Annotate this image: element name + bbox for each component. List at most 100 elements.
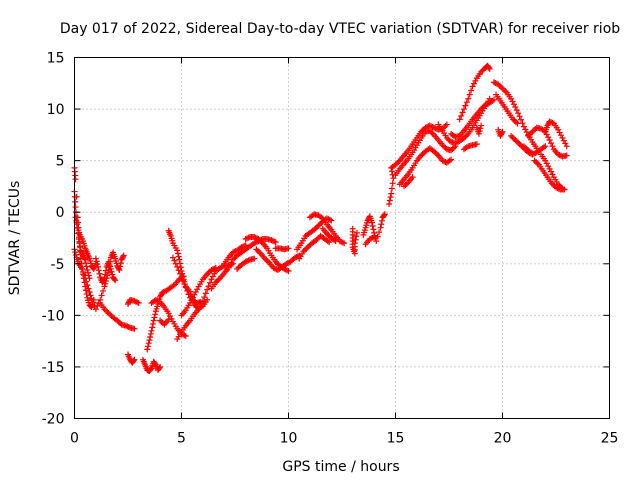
data-point [151, 314, 158, 321]
data-point [156, 364, 163, 371]
data-point [548, 140, 555, 147]
data-point [409, 174, 416, 181]
data-point [145, 340, 152, 347]
data-point [174, 263, 181, 270]
data-point [419, 127, 426, 134]
data-point [84, 266, 91, 273]
data-point [326, 239, 333, 246]
data-point [147, 330, 154, 337]
data-point [94, 303, 101, 310]
data-point [194, 286, 201, 293]
data-point [182, 332, 189, 339]
data-point [120, 252, 127, 259]
data-point [549, 171, 556, 178]
data-point [85, 285, 92, 292]
data-point [177, 270, 184, 277]
y-tick-label: 5 [56, 154, 65, 170]
data-point [465, 95, 472, 102]
data-point [378, 217, 385, 224]
data-point [304, 244, 311, 251]
data-point [376, 229, 383, 236]
data-point [388, 168, 395, 175]
data-point [559, 134, 566, 141]
data-point [158, 318, 165, 325]
data-point [132, 298, 139, 305]
data-point [108, 268, 115, 275]
x-axis-label: GPS time / hours [282, 459, 399, 475]
data-point [252, 234, 259, 241]
data-point [549, 143, 556, 150]
data-point [157, 317, 164, 324]
data-point [167, 313, 174, 320]
data-point [502, 88, 509, 95]
y-axis-label: SDTVAR / TECUs [7, 181, 23, 296]
grid-lines [74, 57, 610, 419]
data-point [472, 77, 479, 84]
data-point [182, 284, 189, 291]
chart-title: Day 017 of 2022, Sidereal Day-to-day VTE… [60, 21, 620, 37]
data-point [264, 258, 271, 265]
data-point [176, 256, 183, 263]
data-point [92, 306, 99, 313]
data-point [543, 131, 550, 138]
data-point [174, 250, 181, 257]
data-point [469, 83, 476, 90]
data-point [244, 235, 251, 242]
data-point [107, 311, 114, 318]
data-point [84, 282, 91, 289]
data-point [116, 266, 123, 273]
data-point [531, 157, 538, 164]
data-point [135, 299, 142, 306]
data-point [201, 294, 208, 301]
axis-ticks [74, 57, 610, 419]
data-point [509, 134, 516, 141]
data-point [242, 242, 249, 249]
data-point [426, 127, 433, 134]
data-point [542, 143, 549, 150]
data-point [207, 279, 214, 286]
data-point [557, 132, 564, 139]
data-point [181, 332, 188, 339]
data-point [509, 98, 516, 105]
data-point [178, 268, 185, 275]
data-point [149, 320, 156, 327]
data-point [119, 255, 126, 262]
data-point [549, 119, 556, 126]
data-point [373, 238, 380, 245]
data-point [253, 246, 260, 253]
data-point [146, 337, 153, 344]
data-point [545, 134, 552, 141]
data-point [204, 286, 211, 293]
data-point [172, 260, 179, 267]
x-tick-label: 0 [70, 431, 79, 447]
tick-labels: 0 5 10 15 20 25 -20 -15 -10 -5 0 5 10 15 [42, 51, 619, 447]
data-point [479, 67, 486, 74]
data-point [98, 292, 105, 299]
data-point [92, 255, 99, 262]
data-point [285, 268, 292, 275]
data-point [341, 240, 348, 247]
data-point [285, 245, 292, 252]
data-point [78, 265, 85, 272]
data-point [88, 295, 95, 302]
data-point [86, 288, 93, 295]
data-point [563, 152, 570, 159]
data-point [466, 91, 473, 98]
data-point [485, 64, 492, 71]
data-point [518, 116, 525, 123]
data-point [510, 101, 517, 108]
data-point [87, 292, 94, 299]
data-point [370, 226, 377, 233]
data-point [388, 185, 395, 192]
data-point [368, 219, 375, 226]
data-point [72, 249, 79, 256]
data-point [111, 276, 118, 283]
data-point [512, 104, 519, 111]
data-point [316, 221, 323, 228]
y-tick-label: -15 [42, 360, 65, 376]
data-point [100, 276, 107, 283]
data-point [205, 269, 212, 276]
data-point [130, 357, 137, 364]
data-point [81, 272, 88, 279]
data-point [515, 110, 522, 117]
